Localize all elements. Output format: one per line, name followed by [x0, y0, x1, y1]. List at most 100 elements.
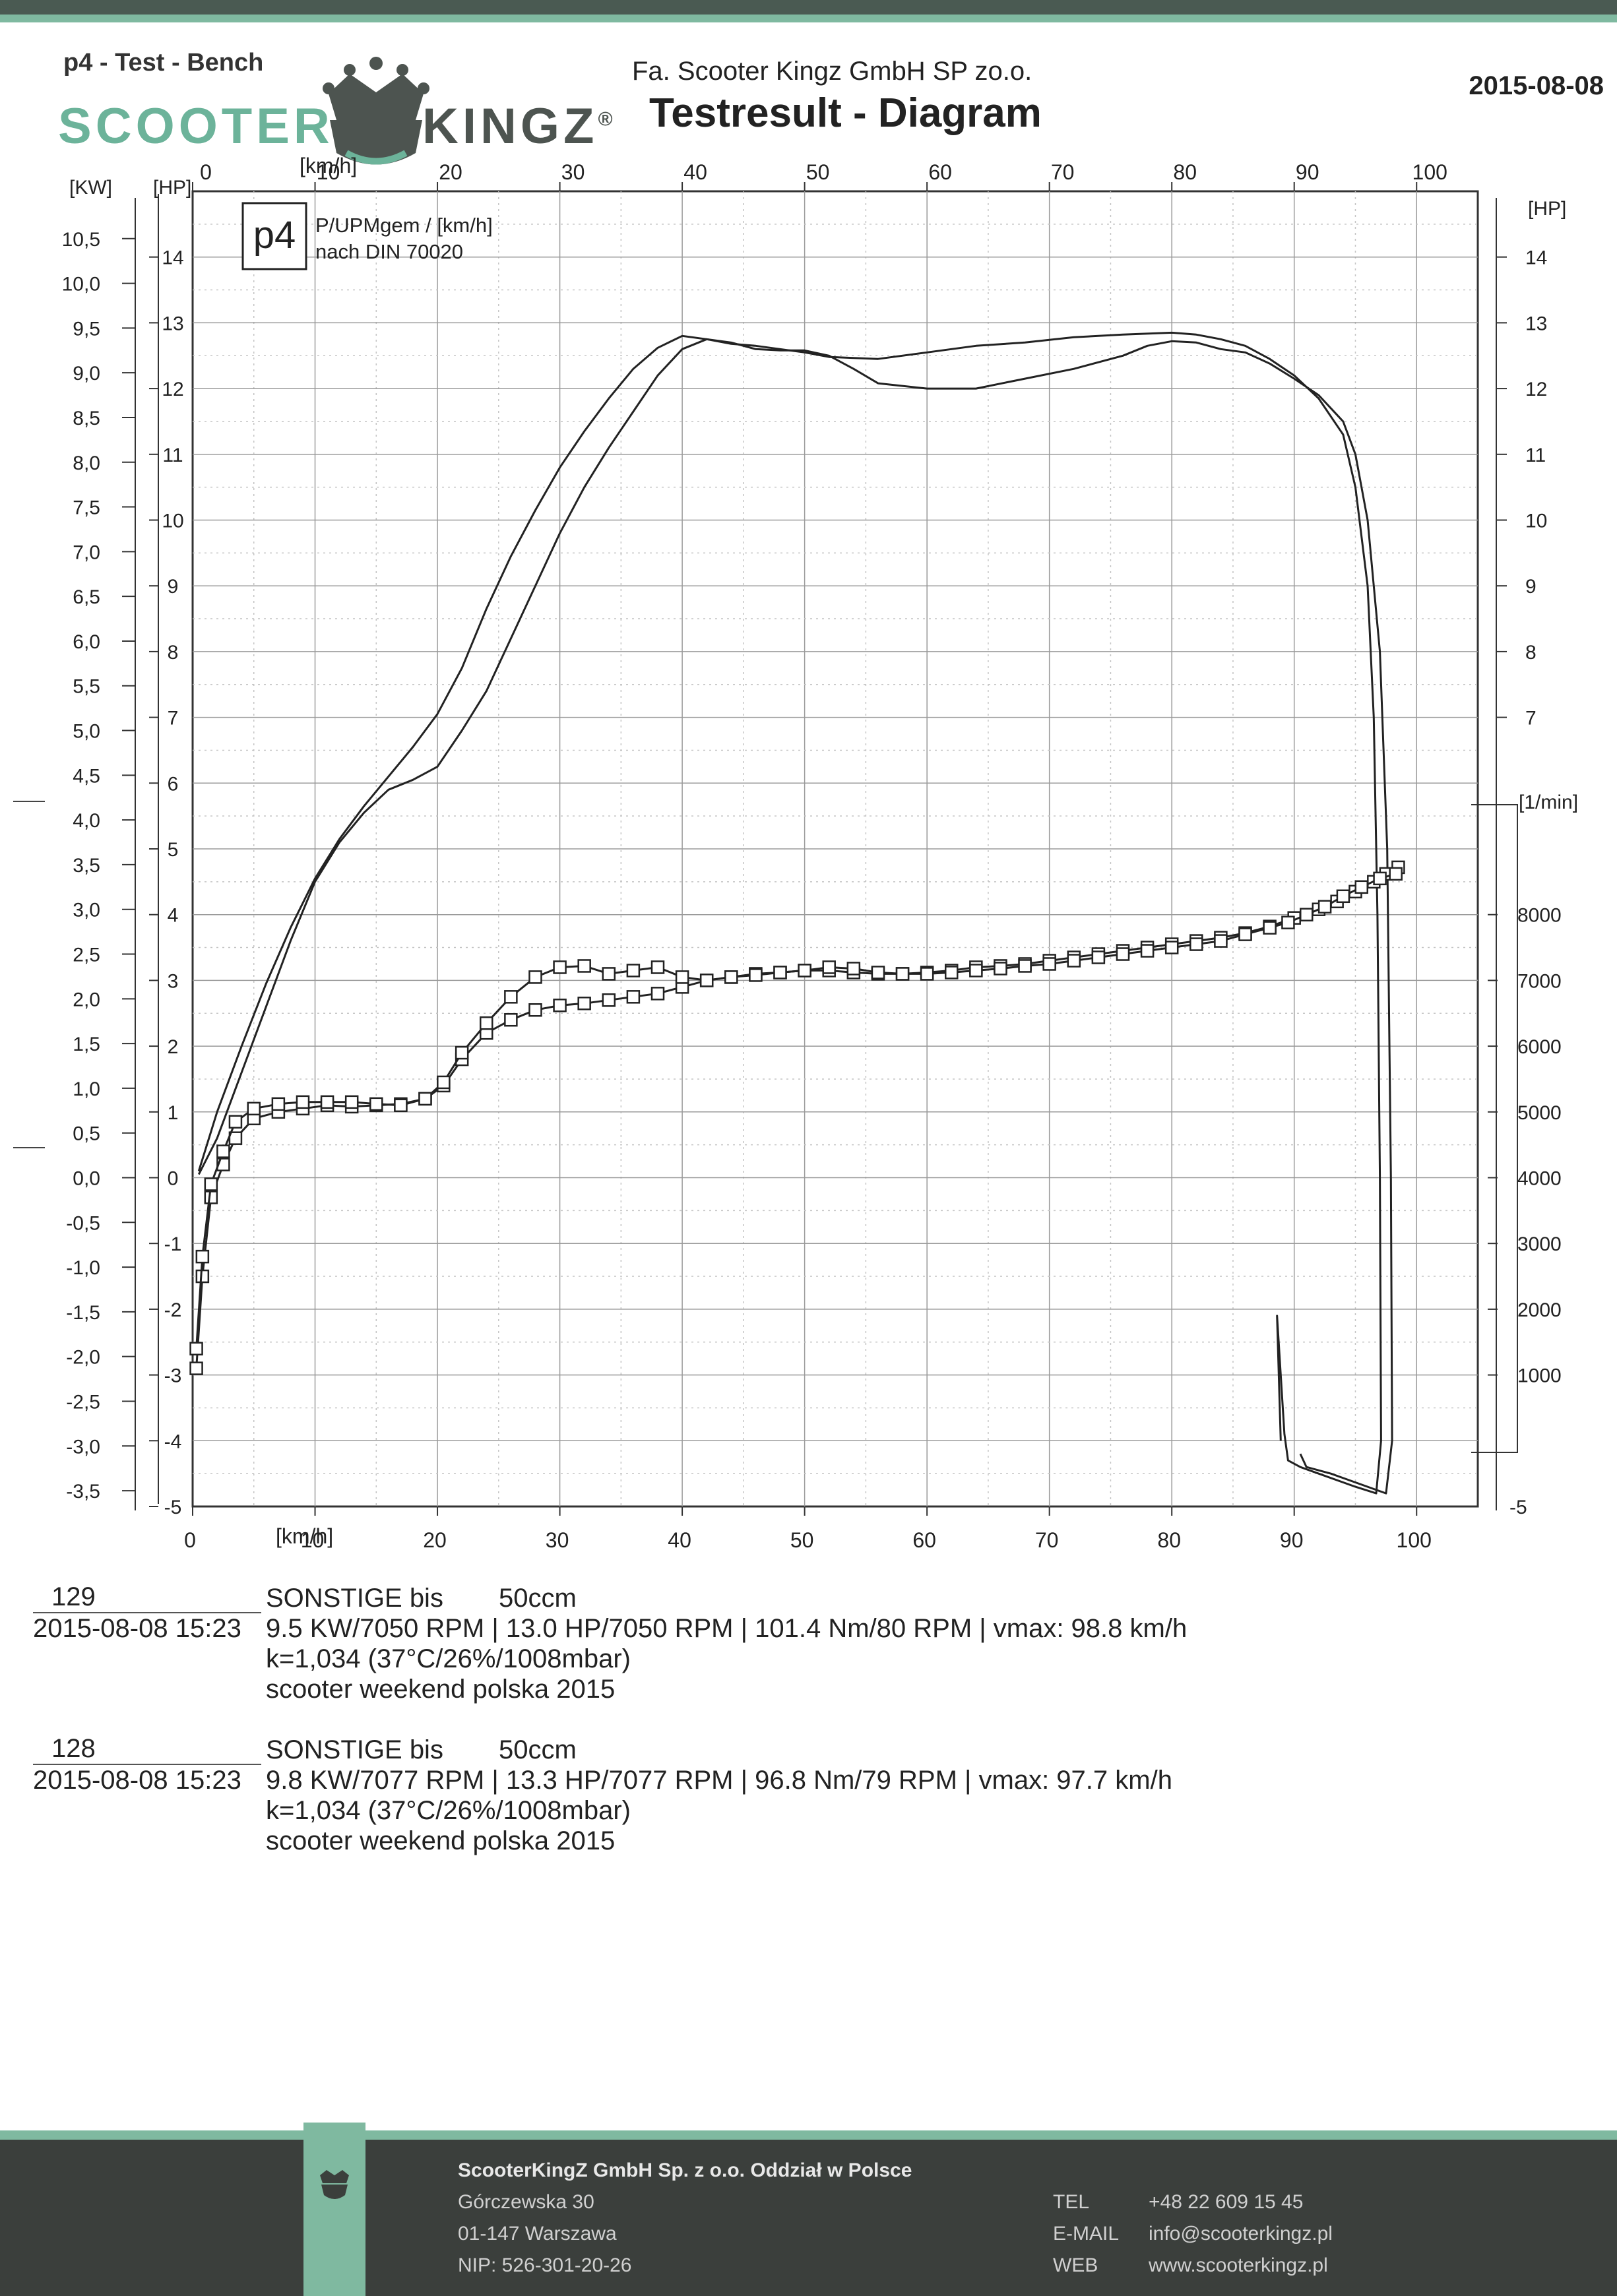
- series-marker-3: [1354, 880, 1369, 894]
- kw-tick-label: 5,0: [73, 721, 100, 743]
- run-correction: k=1,034 (37°C/26%/1008mbar): [266, 1644, 631, 1673]
- hp-left-tick-label: 6: [168, 773, 179, 795]
- chart-title: P/UPMgem / [km/h]: [315, 214, 493, 237]
- kw-tick-label: -2,0: [66, 1347, 100, 1369]
- series-marker-3: [320, 1095, 334, 1109]
- series-marker-3: [553, 960, 567, 974]
- series-marker-3: [1281, 915, 1295, 929]
- rpm-tick-label: 4000: [1517, 1168, 1562, 1190]
- run-underline: [33, 1612, 261, 1613]
- run-datetime: 2015-08-08 15:23: [33, 1766, 241, 1795]
- crest-icon: [320, 2170, 349, 2199]
- hp-left-tick-label: 1: [168, 1102, 179, 1124]
- hp-right-tick-label: 10: [1525, 511, 1547, 532]
- hp-left-tick-label: -3: [164, 1365, 182, 1387]
- series-marker-2: [195, 1269, 210, 1284]
- run-category: SONSTIGE bis: [266, 1584, 443, 1613]
- series-marker-3: [773, 966, 787, 979]
- x-tick-label-top: 90: [1296, 160, 1319, 184]
- hp-left-tick-label: 10: [162, 511, 183, 532]
- x-tick-label-bottom: 40: [668, 1528, 691, 1552]
- series-marker-3: [1373, 871, 1387, 886]
- series-marker-3: [871, 966, 885, 979]
- rpm-tick-label: 6000: [1517, 1036, 1562, 1058]
- kw-tick-label: -0,5: [66, 1212, 100, 1234]
- series-marker-3: [204, 1177, 218, 1191]
- hp-right-tick-label: 14: [1525, 247, 1547, 269]
- run-number: 129: [51, 1582, 96, 1611]
- series-marker-3: [195, 1249, 210, 1264]
- series-marker-2: [602, 993, 616, 1007]
- hp-left-tick-label: 5: [168, 839, 179, 861]
- series-marker-2: [626, 990, 641, 1004]
- run-number: 128: [51, 1734, 96, 1763]
- rpm-tick-label: 5000: [1517, 1102, 1562, 1124]
- series-marker-3: [344, 1095, 359, 1109]
- x-tick-label-top: 50: [806, 160, 830, 184]
- hp-left-tick-label: -1: [164, 1233, 182, 1255]
- kw-tick-label: 10,5: [62, 229, 100, 251]
- kw-tick-label: 0,5: [73, 1123, 100, 1145]
- kw-tick-label: 2,5: [73, 945, 100, 966]
- series-marker-3: [822, 960, 836, 974]
- kw-tick-label: -3,0: [66, 1436, 100, 1458]
- rpm-tick-label: 8000: [1517, 905, 1562, 927]
- rpm-tick-label: 1000: [1517, 1365, 1562, 1387]
- chart-series: [189, 331, 1405, 1495]
- kw-tick-label: -1,5: [66, 1302, 100, 1324]
- footer-city: 01-147 Warszawa: [458, 2223, 617, 2245]
- footer-street: Górczewska 30: [458, 2191, 594, 2213]
- series-marker-3: [271, 1097, 286, 1111]
- kw-axis-label: [KW]: [69, 177, 112, 199]
- series-marker-2: [189, 1361, 203, 1375]
- hp-right-tick-label: 11: [1525, 445, 1546, 466]
- rpm-axis-label: [1/min]: [1519, 791, 1578, 813]
- kw-tick-label: 0,0: [73, 1168, 100, 1190]
- x-tick-label-bottom: 60: [912, 1528, 936, 1552]
- series-marker-3: [846, 962, 861, 976]
- series-marker-3: [1018, 959, 1032, 973]
- x-tick-label-bottom: 0: [184, 1528, 196, 1552]
- series-marker-3: [437, 1075, 451, 1090]
- hp-left-tick-label: 11: [162, 445, 183, 466]
- kw-tick-label: 8,5: [73, 408, 100, 429]
- kw-tick-label: 8,0: [73, 452, 100, 474]
- kw-tick-label: 9,5: [73, 318, 100, 340]
- kw-tick-label: 7,0: [73, 542, 100, 563]
- series-marker-3: [944, 966, 959, 979]
- footer: [0, 2130, 1617, 2296]
- series-marker-3: [602, 967, 616, 981]
- series-marker-2: [504, 1012, 518, 1027]
- series-marker-3: [1389, 867, 1403, 881]
- p4-logo-text: p4: [253, 214, 296, 257]
- kw-tick-label: 3,0: [73, 900, 100, 921]
- footer-email-label: E-MAIL: [1053, 2223, 1120, 2245]
- hp-right-tick-label: 9: [1525, 576, 1537, 598]
- run-category: SONSTIGE bis: [266, 1735, 443, 1764]
- series-marker-3: [577, 959, 591, 973]
- series-marker-2: [528, 1003, 542, 1017]
- series-marker-3: [1067, 954, 1081, 968]
- hp-left-tick-label: 14: [162, 247, 183, 269]
- series-line-0: [197, 338, 1393, 1495]
- series-marker-3: [1336, 889, 1350, 904]
- logo-scooter: SCOOTER: [58, 98, 334, 154]
- x-tick-label-bottom: 90: [1280, 1528, 1304, 1552]
- report-date: 2015-08-08: [1469, 71, 1604, 100]
- kw-tick-label: 6,5: [73, 586, 100, 608]
- top-stripe: [0, 15, 1617, 22]
- hp-right-tick-label: 13: [1525, 313, 1547, 334]
- bench-name: p4 - Test - Bench: [63, 49, 264, 77]
- footer-web[interactable]: www.scooterkingz.pl: [1149, 2254, 1328, 2276]
- x-tick-label-bottom: 70: [1035, 1528, 1059, 1552]
- series-marker-3: [798, 964, 811, 977]
- series-marker-3: [1091, 950, 1106, 964]
- footer-email[interactable]: info@scooterkingz.pl: [1149, 2223, 1333, 2245]
- series-marker-3: [1140, 944, 1155, 958]
- series-marker-3: [675, 970, 689, 984]
- hp-left-tick-label: 8: [168, 642, 179, 664]
- kw-tick-label: 1,5: [73, 1034, 100, 1055]
- kw-tick-label: 5,5: [73, 676, 100, 698]
- footer-stripe: [0, 2130, 1617, 2140]
- series-marker-3: [455, 1045, 469, 1060]
